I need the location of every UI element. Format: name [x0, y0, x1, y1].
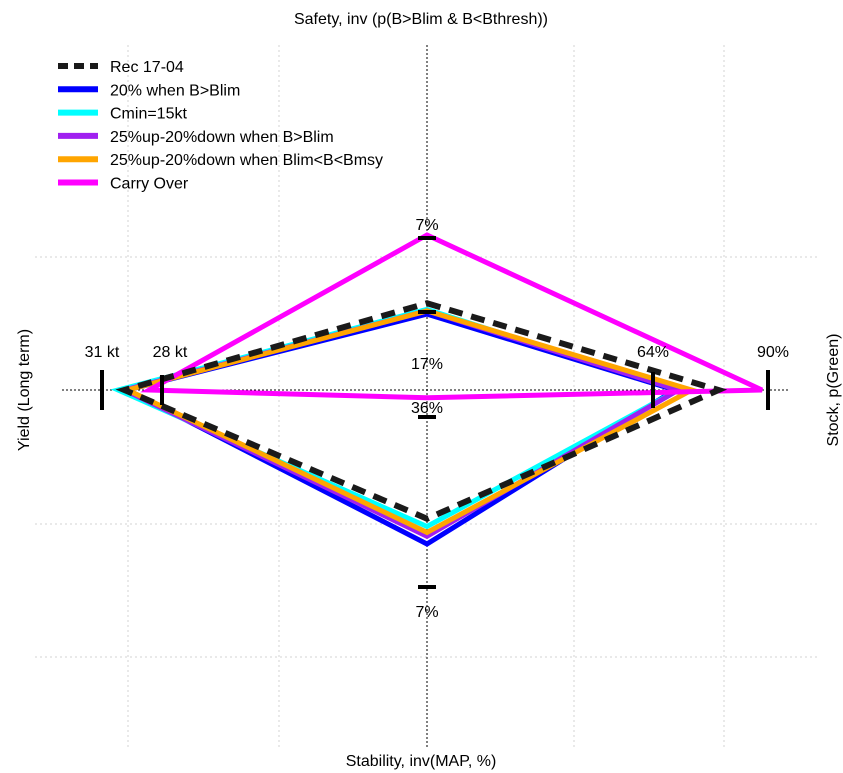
legend-label-5: Carry Over — [110, 176, 189, 193]
left-outer-tick-label: 31 kt — [85, 344, 120, 361]
tick-marks — [100, 236, 770, 589]
series-polygon-5 — [140, 232, 764, 401]
series-polygon-0 — [115, 300, 728, 522]
legend-label-4: 25%up-20%down when Blim<B<Bmsy — [110, 152, 383, 169]
right-inner-tick-label: 64% — [637, 344, 669, 361]
right-outer-tick-label: 90% — [757, 344, 789, 361]
bottom-axis-title: Stability, inv(MAP, %) — [346, 753, 497, 770]
left-inner-tick-label: 28 kt — [153, 344, 188, 361]
top-outer-tick-label: 7% — [415, 217, 438, 234]
legend-label-3: 25%up-20%down when B>Blim — [110, 129, 334, 146]
series-layer — [110, 232, 764, 547]
right-axis-title: Stock, p(Green) — [825, 334, 842, 447]
legend-label-2: Cmin=15kt — [110, 106, 187, 123]
legend-label-1: 20% when B>Blim — [110, 82, 240, 99]
bottom-inner-tick-label: 36% — [411, 400, 443, 417]
left-axis-title: Yield (Long term) — [16, 329, 33, 451]
top-inner-tick-label: 17% — [411, 356, 443, 373]
legend: Rec 17-04 20% when B>Blim Cmin=15kt 25%up-2… — [58, 59, 383, 193]
series-polygon-4 — [120, 308, 699, 536]
series-polygon-2 — [110, 306, 685, 530]
legend-label-0: Rec 17-04 — [110, 59, 184, 76]
top-axis-title: Safety, inv (p(B>Blim & B<Bthresh)) — [294, 11, 548, 28]
bottom-outer-tick-label: 7% — [415, 604, 438, 621]
